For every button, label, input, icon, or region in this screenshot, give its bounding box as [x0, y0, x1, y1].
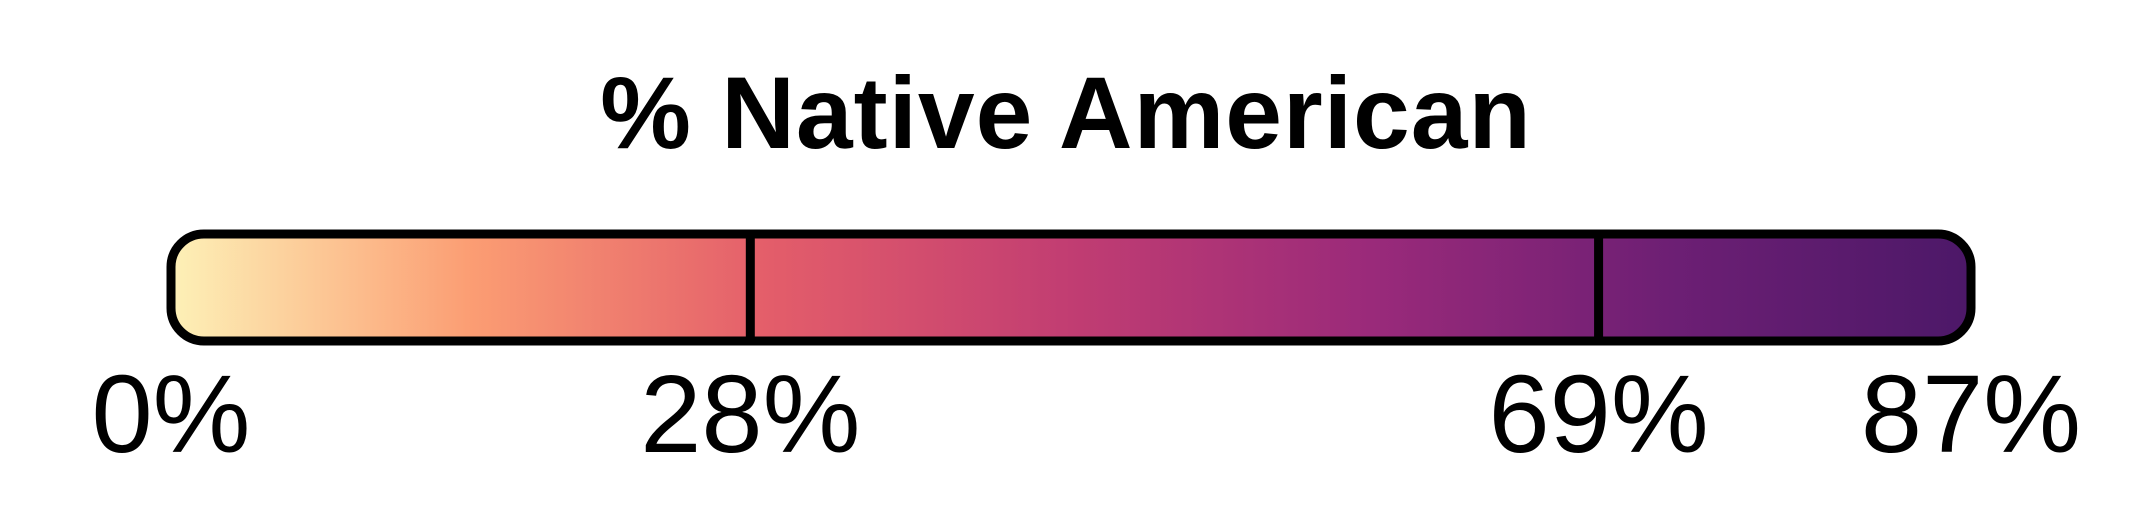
tick-label-28: 28%	[640, 353, 861, 476]
tick-label-0: 0%	[91, 353, 251, 476]
tick-label-87: 87%	[1860, 353, 2082, 476]
tick-label-69: 69%	[1488, 353, 1709, 476]
legend-title: % Native American	[600, 56, 1532, 170]
gradient-fill	[166, 229, 1976, 346]
